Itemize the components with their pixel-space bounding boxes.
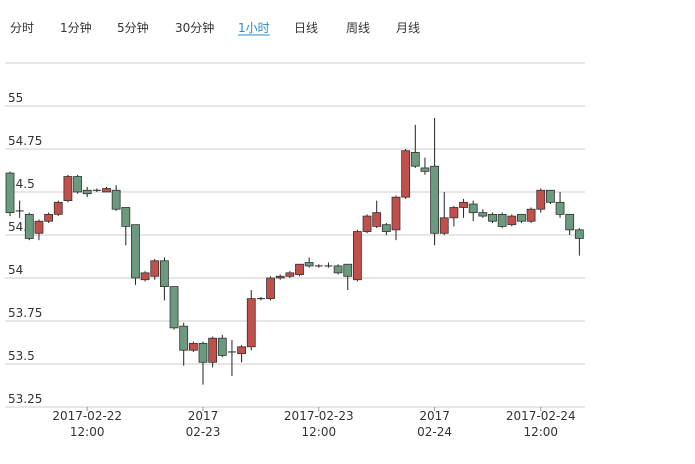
candle-body bbox=[159, 260, 169, 287]
candle-body bbox=[372, 212, 382, 227]
candle-body bbox=[102, 188, 111, 193]
candle-body bbox=[381, 224, 391, 232]
candle-body bbox=[517, 213, 526, 222]
candle-body bbox=[449, 207, 459, 219]
candle-body bbox=[565, 213, 575, 231]
candle-body bbox=[5, 172, 15, 214]
candle-body bbox=[217, 337, 227, 356]
y-tick-label: 54 bbox=[8, 263, 23, 277]
x-tick-label: 12:00 bbox=[302, 425, 337, 439]
tab[interactable]: 分时 bbox=[10, 21, 34, 35]
candle-body bbox=[333, 265, 343, 274]
candle-body bbox=[507, 215, 517, 226]
candle-body bbox=[246, 298, 256, 348]
x-tick-label: 2017-02-22 bbox=[52, 409, 122, 423]
candle-body bbox=[526, 208, 536, 222]
tab[interactable]: 1小时 bbox=[238, 21, 270, 35]
y-tick-label: 54.5 bbox=[8, 177, 35, 191]
x-tick-label: 12:00 bbox=[523, 425, 558, 439]
tab[interactable]: 周线 bbox=[346, 21, 370, 35]
candle-body bbox=[439, 217, 449, 234]
candle-body bbox=[574, 229, 584, 239]
candle-body bbox=[73, 176, 82, 193]
candle-body bbox=[536, 189, 546, 210]
candle-body bbox=[188, 342, 198, 351]
candle-body bbox=[401, 150, 411, 198]
y-tick-label: 54.75 bbox=[8, 134, 42, 148]
candle-body bbox=[546, 189, 555, 203]
y-tick-label: 53.25 bbox=[8, 392, 42, 406]
candle-body bbox=[420, 167, 430, 172]
candle-body bbox=[237, 346, 247, 355]
candle-body bbox=[169, 286, 179, 329]
tab[interactable]: 1分钟 bbox=[60, 20, 92, 35]
tab[interactable]: 月线 bbox=[396, 21, 420, 35]
x-tick-label: 02-24 bbox=[417, 425, 452, 439]
x-tick-label: 12:00 bbox=[70, 425, 105, 439]
candle-body bbox=[468, 203, 478, 214]
candle-body bbox=[131, 224, 140, 279]
tab[interactable]: 日线 bbox=[294, 21, 318, 35]
candle-body bbox=[391, 196, 401, 231]
x-tick-label: 2017-02-23 bbox=[284, 409, 354, 423]
candle-body bbox=[488, 213, 497, 222]
tab[interactable]: 5分钟 bbox=[117, 20, 149, 35]
y-tick-label: 53.5 bbox=[8, 349, 35, 363]
candle-body bbox=[430, 165, 440, 234]
candle-body bbox=[121, 207, 131, 227]
candle-body bbox=[140, 272, 150, 281]
y-tick-label: 55 bbox=[8, 91, 23, 105]
candle-body bbox=[53, 201, 63, 215]
candle-body bbox=[362, 215, 372, 232]
candle-body bbox=[497, 213, 507, 227]
candle-body bbox=[44, 213, 53, 222]
candle-body bbox=[150, 260, 160, 277]
candle-body bbox=[295, 263, 304, 275]
tab[interactable]: 30分钟 bbox=[175, 20, 214, 35]
candle-body bbox=[208, 337, 218, 363]
candle-body bbox=[285, 272, 295, 277]
x-tick-label: 2017 bbox=[419, 409, 450, 423]
candle-body bbox=[34, 220, 44, 234]
x-tick-label: 2017-02-24 bbox=[506, 409, 576, 423]
candle-body bbox=[266, 277, 275, 300]
candle-body bbox=[304, 262, 314, 267]
candle-body bbox=[82, 189, 92, 195]
x-tick-label: 2017 bbox=[188, 409, 219, 423]
candle-body bbox=[111, 189, 121, 210]
candle-body bbox=[352, 231, 362, 281]
candle-body bbox=[63, 176, 73, 202]
candle-body bbox=[179, 325, 189, 351]
candle-body bbox=[24, 213, 34, 239]
candle-body bbox=[198, 342, 208, 363]
candle-body bbox=[478, 212, 488, 217]
candle-body bbox=[459, 201, 468, 208]
x-tick-label: 02-23 bbox=[186, 425, 221, 439]
candle-body bbox=[275, 275, 285, 279]
candle-body bbox=[343, 263, 353, 277]
y-tick-label: 53.75 bbox=[8, 306, 42, 320]
candle-body bbox=[555, 201, 565, 215]
candle-body bbox=[410, 152, 420, 167]
